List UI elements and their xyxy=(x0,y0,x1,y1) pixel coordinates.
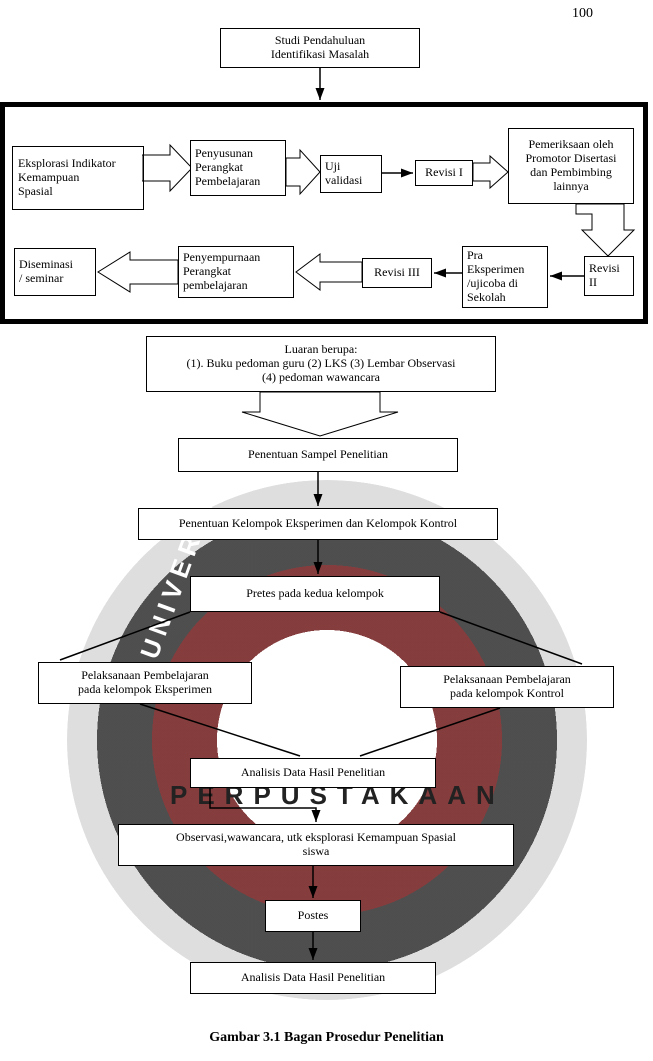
node-penyempurnaan: PenyempurnaanPerangkatpembelajaran xyxy=(178,246,294,298)
node-luaran: Luaran berupa:(1). Buku pedoman guru (2)… xyxy=(146,336,496,392)
node-observasi: Observasi,wawancara, utk eksplorasi Kema… xyxy=(118,824,514,866)
node-pelaksanaan-eksperimen: Pelaksanaan Pembelajaranpada kelompok Ek… xyxy=(38,662,252,704)
node-revisi-3: Revisi III xyxy=(362,258,432,288)
node-diseminasi: Diseminasi/ seminar xyxy=(14,248,96,296)
node-pemeriksaan: Pemeriksaan olehPromotor Disertasidan Pe… xyxy=(508,128,634,204)
node-pra-eksperimen: PraEksperimen/ujicoba diSekolah xyxy=(462,246,548,308)
page: UNIVERSITAS INDONESIA PERPUSTAKAAN 100 xyxy=(0,0,653,1061)
node-revisi-1: Revisi I xyxy=(415,160,473,186)
node-uji-validasi: Ujivalidasi xyxy=(320,155,382,193)
node-kelompok: Penentuan Kelompok Eksperimen dan Kelomp… xyxy=(138,508,498,540)
node-penyusunan: PenyusunanPerangkatPembelajaran xyxy=(190,140,286,196)
node-studi: Studi PendahuluanIdentifikasi Masalah xyxy=(220,28,420,68)
figure-caption: Gambar 3.1 Bagan Prosedur Penelitian xyxy=(0,1030,653,1046)
node-sampel: Penentuan Sampel Penelitian xyxy=(178,438,458,472)
node-analisis-2: Analisis Data Hasil Penelitian xyxy=(190,962,436,994)
node-analisis-1: Analisis Data Hasil Penelitian xyxy=(190,758,436,788)
node-pelaksanaan-kontrol: Pelaksanaan Pembelajaranpada kelompok Ko… xyxy=(400,666,614,708)
node-pretes: Pretes pada kedua kelompok xyxy=(190,576,440,612)
node-revisi-2: RevisiII xyxy=(584,256,634,296)
node-eksplorasi-frame xyxy=(12,146,144,210)
node-postes: Postes xyxy=(265,900,361,932)
